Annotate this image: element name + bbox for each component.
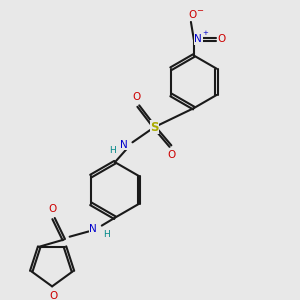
Text: N: N [194, 34, 202, 44]
Text: H: H [109, 146, 116, 155]
Text: O: O [50, 291, 58, 300]
Text: N: N [120, 140, 128, 150]
Text: +: + [202, 30, 208, 36]
Text: O: O [218, 34, 226, 44]
Text: O: O [133, 92, 141, 102]
Text: S: S [150, 121, 159, 134]
Text: H: H [103, 230, 110, 239]
Text: O: O [188, 11, 196, 20]
Text: N: N [89, 224, 97, 233]
Text: O: O [48, 204, 56, 214]
Text: −: − [196, 6, 203, 15]
Text: O: O [168, 150, 176, 160]
